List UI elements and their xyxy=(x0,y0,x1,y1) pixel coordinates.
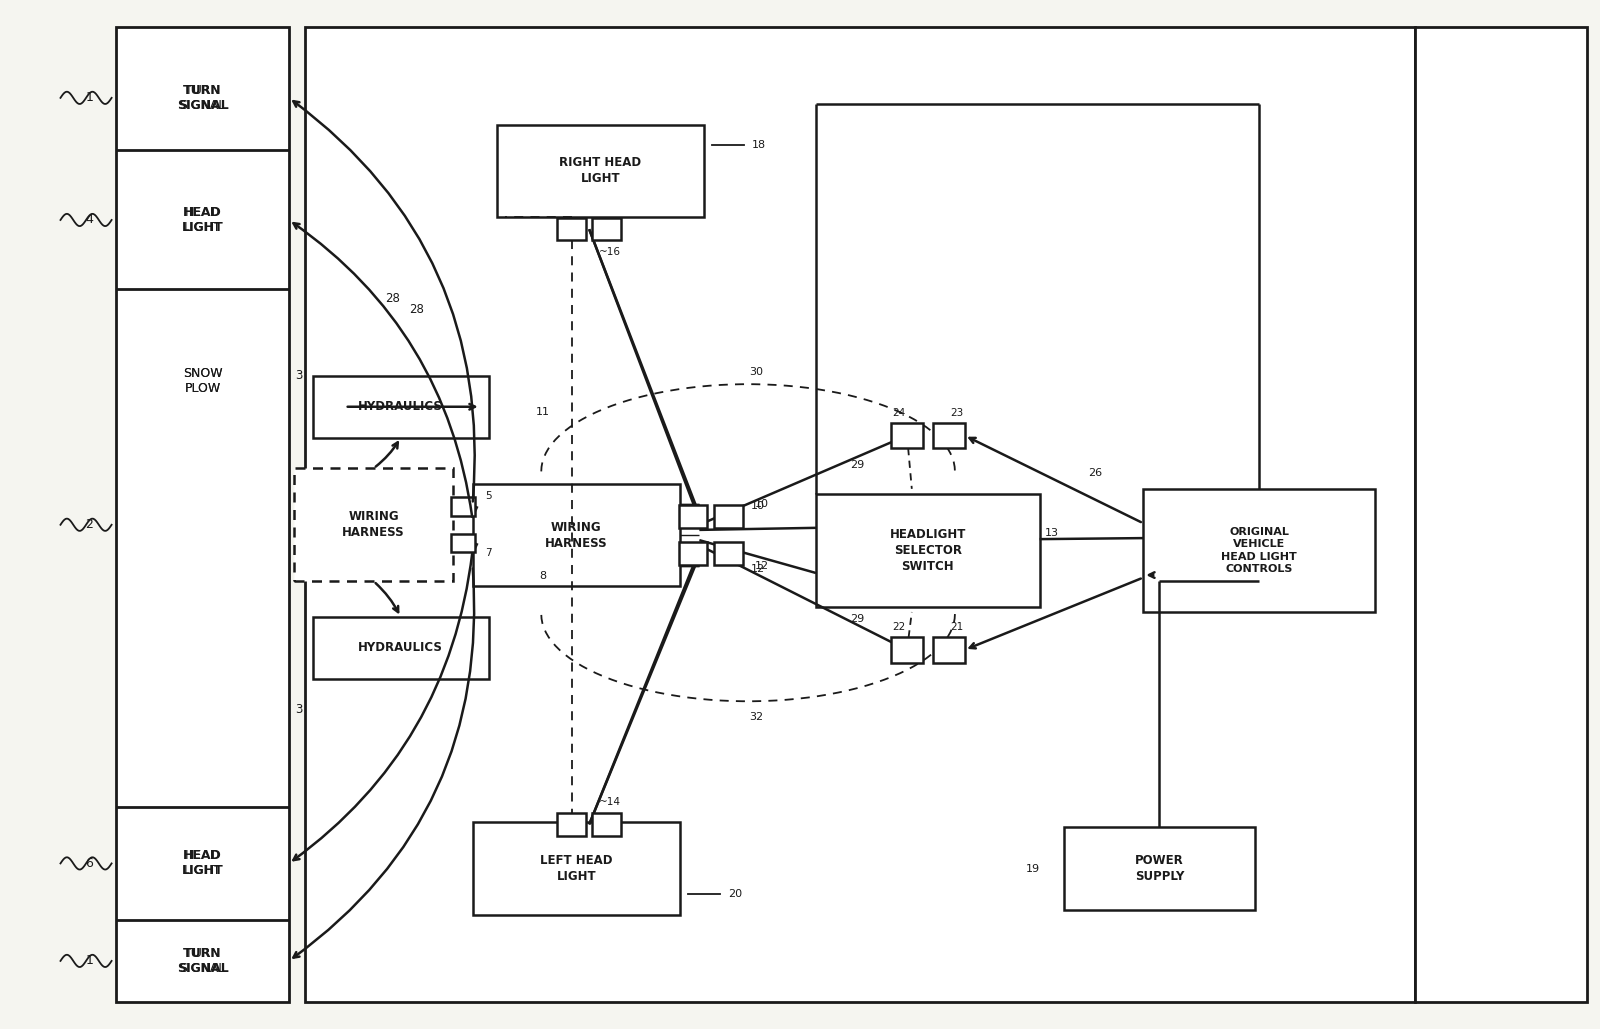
Bar xyxy=(891,423,923,449)
Bar xyxy=(451,497,475,516)
Bar xyxy=(678,542,707,565)
FancyBboxPatch shape xyxy=(314,376,488,437)
Text: 4: 4 xyxy=(85,213,93,226)
Text: ~16: ~16 xyxy=(598,247,621,257)
Text: WIRING
HARNESS: WIRING HARNESS xyxy=(342,510,405,539)
Bar xyxy=(714,542,742,565)
Bar xyxy=(714,505,742,528)
FancyBboxPatch shape xyxy=(496,125,704,217)
Bar xyxy=(557,813,586,836)
FancyBboxPatch shape xyxy=(1064,827,1256,910)
Bar xyxy=(451,534,475,553)
Text: 21: 21 xyxy=(950,623,963,633)
FancyBboxPatch shape xyxy=(816,494,1040,607)
Text: HEAD
LIGHT: HEAD LIGHT xyxy=(184,849,221,878)
FancyBboxPatch shape xyxy=(314,617,488,679)
Text: SNOW
PLOW: SNOW PLOW xyxy=(182,367,222,395)
Text: HEAD
LIGHT: HEAD LIGHT xyxy=(184,206,221,234)
Text: 13: 13 xyxy=(1045,529,1058,538)
Bar xyxy=(1414,27,1587,1002)
Text: HEAD
LIGHT: HEAD LIGHT xyxy=(182,849,224,878)
Text: ~14: ~14 xyxy=(598,796,621,807)
Text: LEFT HEAD
LIGHT: LEFT HEAD LIGHT xyxy=(541,854,613,883)
Text: 23: 23 xyxy=(950,407,963,418)
Text: 3: 3 xyxy=(294,703,302,716)
FancyBboxPatch shape xyxy=(294,468,453,581)
Text: 10: 10 xyxy=(755,499,770,509)
Bar xyxy=(933,637,965,663)
Text: 29: 29 xyxy=(850,460,864,470)
Text: 6: 6 xyxy=(85,857,93,870)
Text: 22: 22 xyxy=(893,623,906,633)
Text: 3: 3 xyxy=(294,369,302,383)
Text: 5: 5 xyxy=(485,491,491,501)
Text: 12: 12 xyxy=(750,564,765,574)
Text: HYDRAULICS: HYDRAULICS xyxy=(358,641,443,654)
Text: 10: 10 xyxy=(750,501,765,511)
Text: 18: 18 xyxy=(752,140,766,150)
Text: 2: 2 xyxy=(85,519,93,531)
Text: 11: 11 xyxy=(536,406,550,417)
Bar xyxy=(891,637,923,663)
Text: ORIGINAL
VEHICLE
HEAD LIGHT
CONTROLS: ORIGINAL VEHICLE HEAD LIGHT CONTROLS xyxy=(1221,527,1298,574)
Text: HYDRAULICS: HYDRAULICS xyxy=(358,400,443,414)
Text: 12: 12 xyxy=(755,561,770,571)
Text: 20: 20 xyxy=(728,889,742,899)
Text: TURN
SIGNAL: TURN SIGNAL xyxy=(179,947,226,974)
Text: 28: 28 xyxy=(386,292,400,306)
Text: 19: 19 xyxy=(1026,863,1040,874)
Bar xyxy=(592,218,621,241)
FancyBboxPatch shape xyxy=(472,484,680,587)
Text: RIGHT HEAD
LIGHT: RIGHT HEAD LIGHT xyxy=(560,156,642,185)
Text: TURN
SIGNAL: TURN SIGNAL xyxy=(176,83,229,112)
Text: HEAD
LIGHT: HEAD LIGHT xyxy=(182,206,224,234)
Bar xyxy=(678,505,707,528)
Bar xyxy=(933,423,965,449)
Text: HEADLIGHT
SELECTOR
SWITCH: HEADLIGHT SELECTOR SWITCH xyxy=(890,528,966,573)
Text: POWER
SUPPLY: POWER SUPPLY xyxy=(1134,854,1184,883)
Text: 26: 26 xyxy=(1088,468,1102,478)
Text: TURN
SIGNAL: TURN SIGNAL xyxy=(179,83,226,112)
Text: 32: 32 xyxy=(749,712,763,721)
Text: SNOW
PLOW: SNOW PLOW xyxy=(182,367,222,395)
Text: 30: 30 xyxy=(749,367,763,377)
Text: 29: 29 xyxy=(850,614,864,625)
Bar xyxy=(592,813,621,836)
Text: 8: 8 xyxy=(539,571,547,581)
Text: 1: 1 xyxy=(85,955,93,967)
Text: 7: 7 xyxy=(485,548,491,559)
FancyBboxPatch shape xyxy=(1144,489,1374,612)
Bar xyxy=(557,218,586,241)
Text: WIRING
HARNESS: WIRING HARNESS xyxy=(546,521,608,549)
Text: TURN
SIGNAL: TURN SIGNAL xyxy=(176,947,229,974)
Bar xyxy=(117,27,290,1002)
FancyBboxPatch shape xyxy=(472,822,680,915)
Text: 28: 28 xyxy=(410,303,424,316)
Text: 24: 24 xyxy=(893,407,906,418)
Bar xyxy=(306,27,1414,1002)
Text: 1: 1 xyxy=(85,92,93,104)
